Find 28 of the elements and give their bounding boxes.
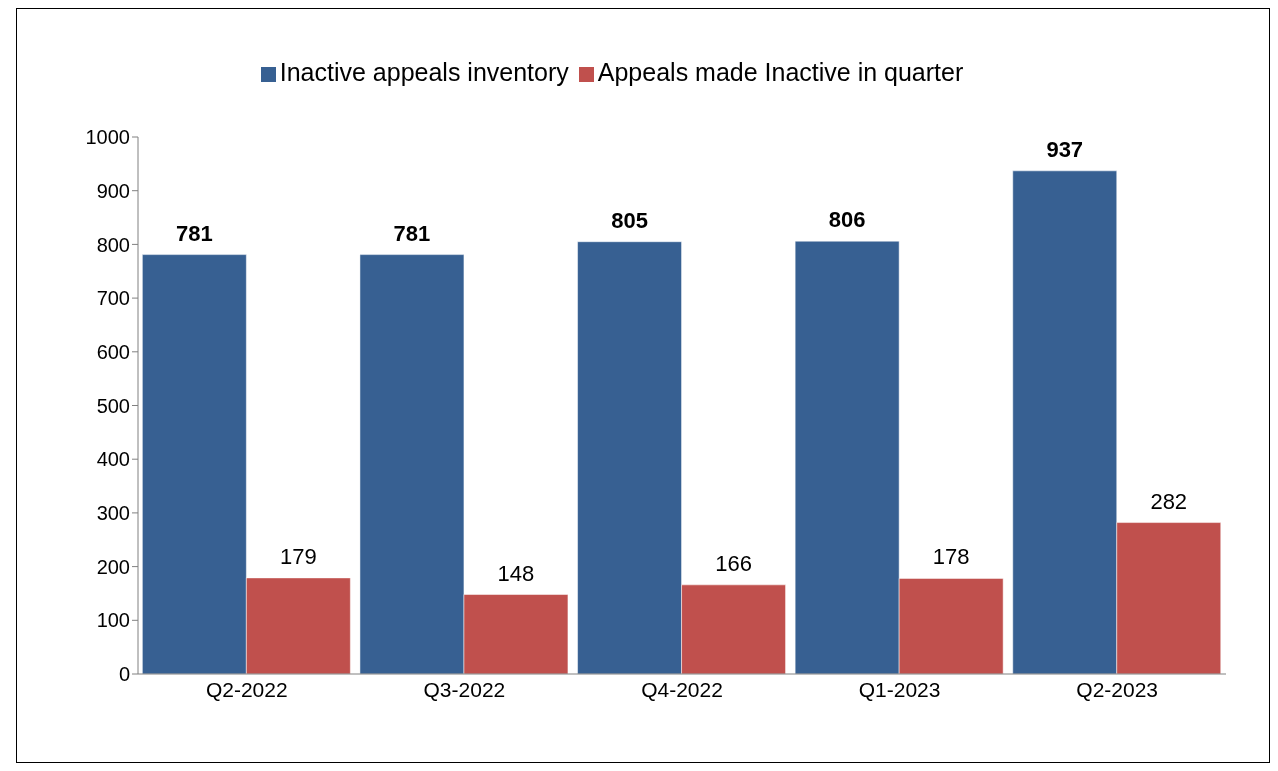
data-label: 781 (393, 220, 431, 246)
data-label: 178 (932, 544, 970, 570)
x-tick-label: Q3-2022 (423, 677, 506, 701)
data-label: 805 (611, 207, 648, 233)
legend-label: Appeals made Inactive in quarter (597, 58, 964, 86)
y-tick-label: 800 (96, 233, 130, 256)
y-tick-label: 500 (96, 394, 130, 417)
x-tick-label: Q4-2022 (641, 677, 723, 701)
y-tick-label: 700 (96, 287, 130, 310)
data-label: 806 (828, 207, 866, 233)
x-tick-label: Q2-2023 (1076, 677, 1159, 701)
legend-label: Inactive appeals inventory (279, 58, 569, 86)
y-tick-label: 100 (96, 609, 130, 632)
data-label: 282 (1150, 488, 1188, 514)
x-tick-label: Q2-2022 (205, 677, 288, 701)
data-label: 166 (715, 550, 752, 576)
y-tick-label: 200 (96, 555, 130, 578)
data-label: 179 (279, 543, 317, 569)
y-tick-label: 400 (96, 448, 130, 471)
y-tick-label: 900 (96, 179, 130, 202)
y-tick-label: 600 (96, 340, 130, 363)
y-tick-label: 0 (118, 663, 130, 686)
y-tick-label: 1000 (85, 126, 130, 149)
data-label: 781 (175, 220, 213, 246)
y-tick-label: 300 (96, 502, 130, 524)
x-tick-label: Q1-2023 (858, 677, 941, 701)
data-label: 937 (1046, 136, 1084, 162)
data-label: 148 (497, 560, 535, 586)
